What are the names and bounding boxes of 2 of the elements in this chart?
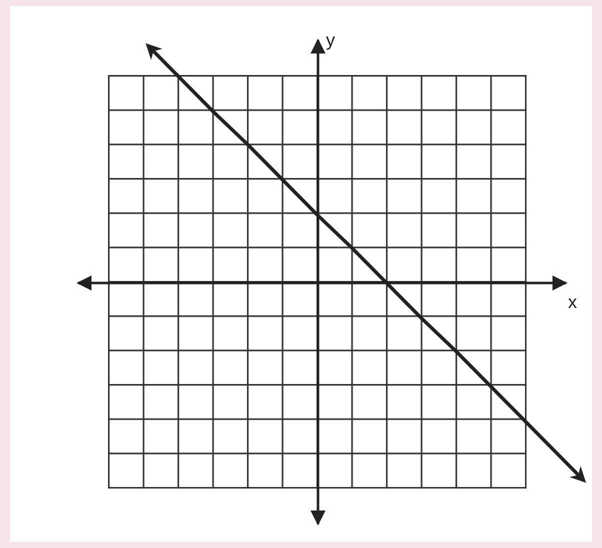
y-axis-title: y bbox=[326, 30, 335, 50]
x-axis-title: x bbox=[568, 292, 577, 312]
